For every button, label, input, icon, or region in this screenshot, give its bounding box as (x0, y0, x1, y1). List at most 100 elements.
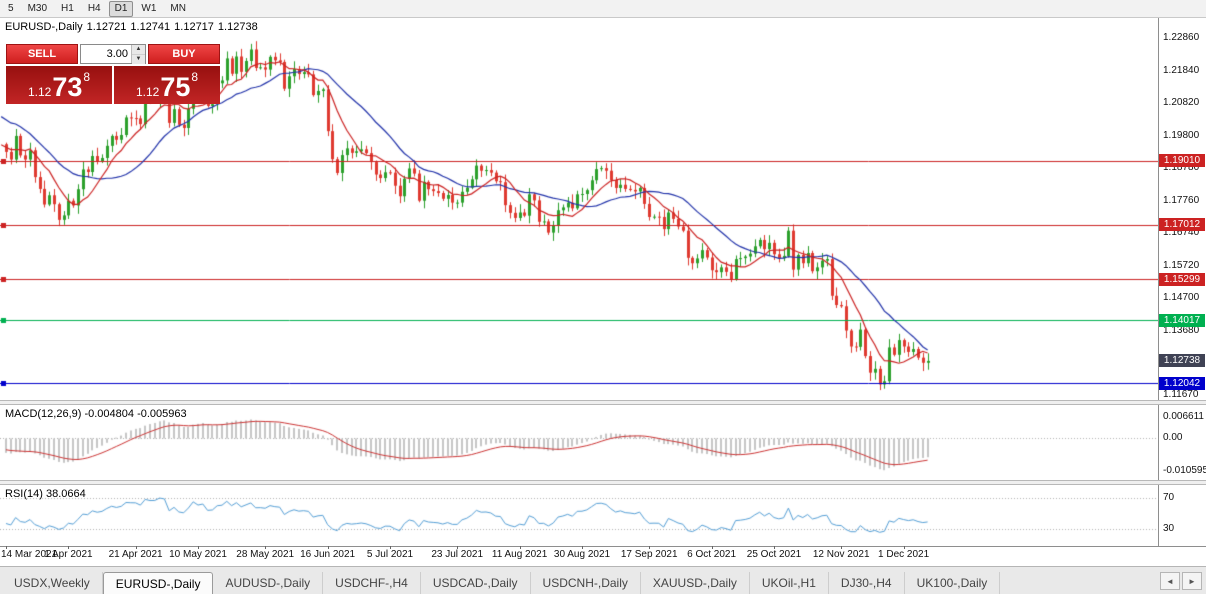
time-axis-tick (328, 546, 329, 549)
time-axis-label: 21 Apr 2021 (108, 549, 163, 560)
timeframe-button-h1[interactable]: H1 (61, 2, 74, 14)
sell-price-pip: 8 (83, 70, 91, 84)
time-axis-label: 6 Oct 2021 (687, 549, 737, 560)
buy-button[interactable]: BUY (148, 44, 220, 64)
panel-splitter-rsi[interactable] (0, 480, 1206, 485)
time-axis-label: 28 May 2021 (236, 549, 295, 560)
spinner-down-icon[interactable]: ▼ (132, 55, 145, 64)
time-axis-tick (390, 546, 391, 549)
chart-tabs: USDX,Weekly EURUSD-,Daily AUDUSD-,Daily USD… (0, 572, 1156, 594)
time-axis-label: 14 Mar 2021 (1, 549, 58, 560)
price-axis-label: 1.18780 (1163, 162, 1200, 174)
volume-spinner[interactable]: ▲ ▼ (131, 45, 145, 64)
time-axis-separator (0, 546, 1206, 547)
timeframe-button-h4[interactable]: H4 (87, 2, 101, 14)
time-axis-tick (582, 546, 583, 549)
time-axis-label: 1 Apr 2021 (44, 549, 93, 560)
time-axis-label: 23 Jul 2021 (431, 549, 484, 560)
chart-tab-eurusd-daily[interactable]: EURUSD-,Daily (102, 572, 214, 594)
chart-tab-xauusd-daily[interactable]: XAUUSD-,Daily (641, 572, 750, 594)
sell-button[interactable]: SELL (6, 44, 78, 64)
ohlc-open: 1.12721 (86, 21, 127, 33)
ohlc-high: 1.12741 (130, 21, 171, 33)
price-axis-label: 1.13680 (1163, 324, 1200, 336)
buy-price-big: 75 (160, 72, 191, 102)
rsi-axis-label: 30 (1163, 522, 1175, 534)
rsi-canvas[interactable] (0, 485, 1158, 546)
time-axis-label: 25 Oct 2021 (746, 549, 802, 560)
chart-tab-bar: USDX,Weekly EURUSD-,Daily AUDUSD-,Daily USD… (0, 566, 1206, 594)
chart-window: EURUSD-,Daily 1.12721 1.12741 1.12717 1.1273… (0, 18, 1206, 566)
chart-tab-usdcad-daily[interactable]: USDCAD-,Daily (421, 572, 531, 594)
price-axis-label: 1.15720 (1163, 259, 1200, 271)
time-axis-tick (520, 546, 521, 549)
chart-tab-usdx-weekly[interactable]: USDX,Weekly (2, 572, 103, 594)
sell-price-prefix: 1.12 (27, 85, 52, 99)
chart-tab-usdcnh-daily[interactable]: USDCNH-,Daily (531, 572, 641, 594)
chart-tab-uk100-daily[interactable]: UK100-,Daily (905, 572, 1001, 594)
chart-tab-audusd-daily[interactable]: AUDUSD-,Daily (213, 572, 324, 594)
macd-axis-label: -0.010595 (1163, 464, 1206, 476)
rsi-header: RSI(14) 38.0664 (5, 488, 86, 500)
chart-tab-ukoil-h1[interactable]: UKOil-,H1 (750, 572, 829, 594)
buy-price-prefix: 1.12 (135, 85, 160, 99)
time-axis-tick (198, 546, 199, 549)
tab-scroll-right-icon[interactable]: ► (1182, 572, 1202, 590)
hline-badge-1.12042[interactable]: 1.12042 (1159, 376, 1205, 390)
spinner-up-icon[interactable]: ▲ (132, 45, 145, 55)
volume-field[interactable]: 3.00 ▲ ▼ (80, 44, 146, 64)
sell-price-panel[interactable]: 1.12 73 8 (6, 66, 112, 104)
hline-badge-1.14017[interactable]: 1.14017 (1159, 313, 1205, 327)
timeframe-button-m30[interactable]: M30 (27, 2, 48, 14)
rsi-axis-label: 70 (1163, 491, 1175, 503)
time-axis-tick (457, 546, 458, 549)
buy-price-pip: 8 (191, 70, 199, 84)
time-axis-tick (68, 546, 69, 549)
time-axis-tick (136, 546, 137, 549)
time-axis-tick (841, 546, 842, 549)
price-axis-label: 1.22860 (1163, 32, 1200, 43)
sell-price-big: 73 (52, 72, 83, 102)
tab-scroll-left-icon[interactable]: ◄ (1160, 572, 1180, 590)
macd-axis-label: 0.006611 (1163, 411, 1204, 423)
macd-canvas[interactable] (0, 405, 1158, 480)
time-axis-label: 30 Aug 2021 (553, 549, 611, 560)
time-axis-tick (774, 546, 775, 549)
price-axis-label: 1.17760 (1163, 194, 1200, 206)
chart-tab-usdchf-h4[interactable]: USDCHF-,H4 (323, 572, 421, 594)
panel-splitter-macd[interactable] (0, 400, 1206, 405)
hline-badge-1.19010[interactable]: 1.19010 (1159, 154, 1205, 168)
price-axis-label: 1.16740 (1163, 227, 1200, 239)
hline-badge-1.15299[interactable]: 1.15299 (1159, 272, 1205, 286)
time-axis-label: 16 Jun 2021 (300, 549, 356, 560)
time-axis-tick (712, 546, 713, 549)
price-axis-label: 1.11670 (1163, 388, 1199, 400)
price-axis-label: 1.14700 (1163, 292, 1200, 304)
timeframe-button-mn[interactable]: MN (170, 2, 186, 14)
time-axis-label: 17 Sep 2021 (620, 549, 678, 560)
volume-value: 3.00 (106, 48, 128, 60)
buy-price-panel[interactable]: 1.12 75 8 (114, 66, 220, 104)
current-price-badge: 1.12738 (1159, 354, 1205, 368)
macd-header: MACD(12,26,9) -0.004804 -0.005963 (5, 408, 187, 420)
time-axis-label: 12 Nov 2021 (812, 549, 870, 560)
time-axis-label: 1 Dec 2021 (878, 549, 930, 560)
time-axis-label: 5 Jul 2021 (366, 549, 414, 560)
one-click-trading-panel: SELL 3.00 ▲ ▼ BUY 1.12 73 8 1.12 75 8 (6, 44, 220, 104)
time-axis-label: 10 May 2021 (169, 549, 227, 560)
timeframe-button-w1[interactable]: W1 (141, 2, 157, 14)
timeframe-toolbar: 5 M30 H1 H4 D1 W1 MN (0, 0, 1206, 18)
price-axis-label: 1.20820 (1163, 97, 1200, 109)
timeframe-button-5[interactable]: 5 (8, 2, 14, 14)
time-axis-tick (265, 546, 266, 549)
hline-badge-1.17012[interactable]: 1.17012 (1159, 218, 1205, 232)
ohlc-low: 1.12717 (174, 21, 214, 33)
price-axis-separator (1158, 18, 1159, 546)
price-axis-label: 1.21840 (1163, 64, 1200, 76)
timeframe-button-d1[interactable]: D1 (108, 0, 134, 17)
chart-ohlc-header: EURUSD-,Daily 1.12721 1.12741 1.12717 1.1273… (5, 21, 262, 33)
macd-axis-label: 0.00 (1163, 431, 1183, 443)
chart-tab-dj30-h4[interactable]: DJ30-,H4 (829, 572, 905, 594)
price-axis-label: 1.19800 (1163, 129, 1200, 141)
